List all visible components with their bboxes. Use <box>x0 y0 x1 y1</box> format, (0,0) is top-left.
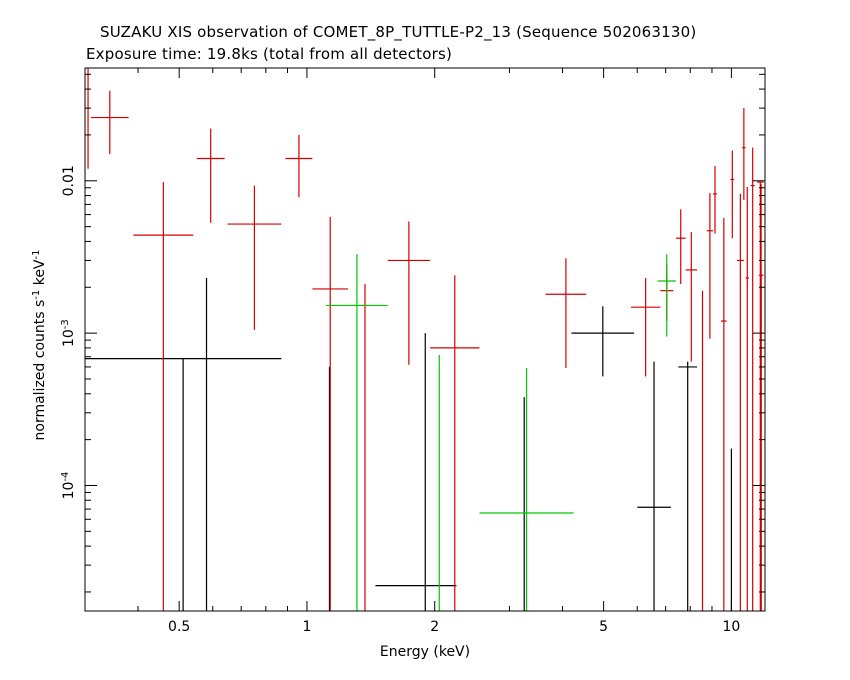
data-marks <box>85 68 764 611</box>
error-cross <box>387 221 431 365</box>
error-cross <box>685 232 698 362</box>
error-cross <box>742 108 746 200</box>
x-tick-label: 5 <box>599 619 608 635</box>
y-tick-label: 0.01 <box>61 165 77 196</box>
x-tick-label: 1 <box>302 619 311 635</box>
error-cross <box>326 254 388 611</box>
error-cross <box>571 306 635 377</box>
error-cross <box>678 361 698 611</box>
error-cross <box>637 361 671 611</box>
y-tick-label: 10-3 <box>60 319 78 347</box>
error-cross <box>545 258 587 369</box>
error-cross <box>750 147 755 611</box>
error-cross <box>285 134 313 198</box>
error-cross <box>85 358 282 611</box>
error-cross <box>196 128 225 223</box>
error-cross <box>736 193 744 611</box>
error-cross <box>706 193 713 339</box>
error-cross <box>720 217 727 611</box>
error-cross <box>91 90 129 154</box>
error-cross <box>430 275 480 611</box>
plot-frame <box>84 67 766 612</box>
error-cross <box>657 254 676 337</box>
y-axis-label: normalized counts s-1 keV-1 <box>31 250 49 441</box>
y-tick-label: 10-4 <box>60 472 78 500</box>
error-cross <box>730 150 735 239</box>
chart-title: SUZAKU XIS observation of COMET_8P_TUTTL… <box>100 23 697 41</box>
error-cross <box>757 181 764 611</box>
error-cross <box>312 216 349 611</box>
error-cross <box>630 278 661 377</box>
error-cross <box>745 187 749 611</box>
x-tick-label: 2 <box>430 619 439 635</box>
axis-ticks: 0.5 1 2 5 10 10-4 10-3 0.01 <box>60 68 765 635</box>
error-cross <box>133 182 194 611</box>
error-cross <box>227 185 282 330</box>
x-tick-label: 10 <box>722 619 740 635</box>
x-tick-label: 0.5 <box>168 619 190 635</box>
error-cross <box>675 209 686 285</box>
error-cross <box>712 166 718 234</box>
error-cross <box>479 368 574 611</box>
chart-subtitle: Exposure time: 19.8ks (total from all de… <box>86 45 453 63</box>
x-axis-label: Energy (keV) <box>380 644 470 660</box>
